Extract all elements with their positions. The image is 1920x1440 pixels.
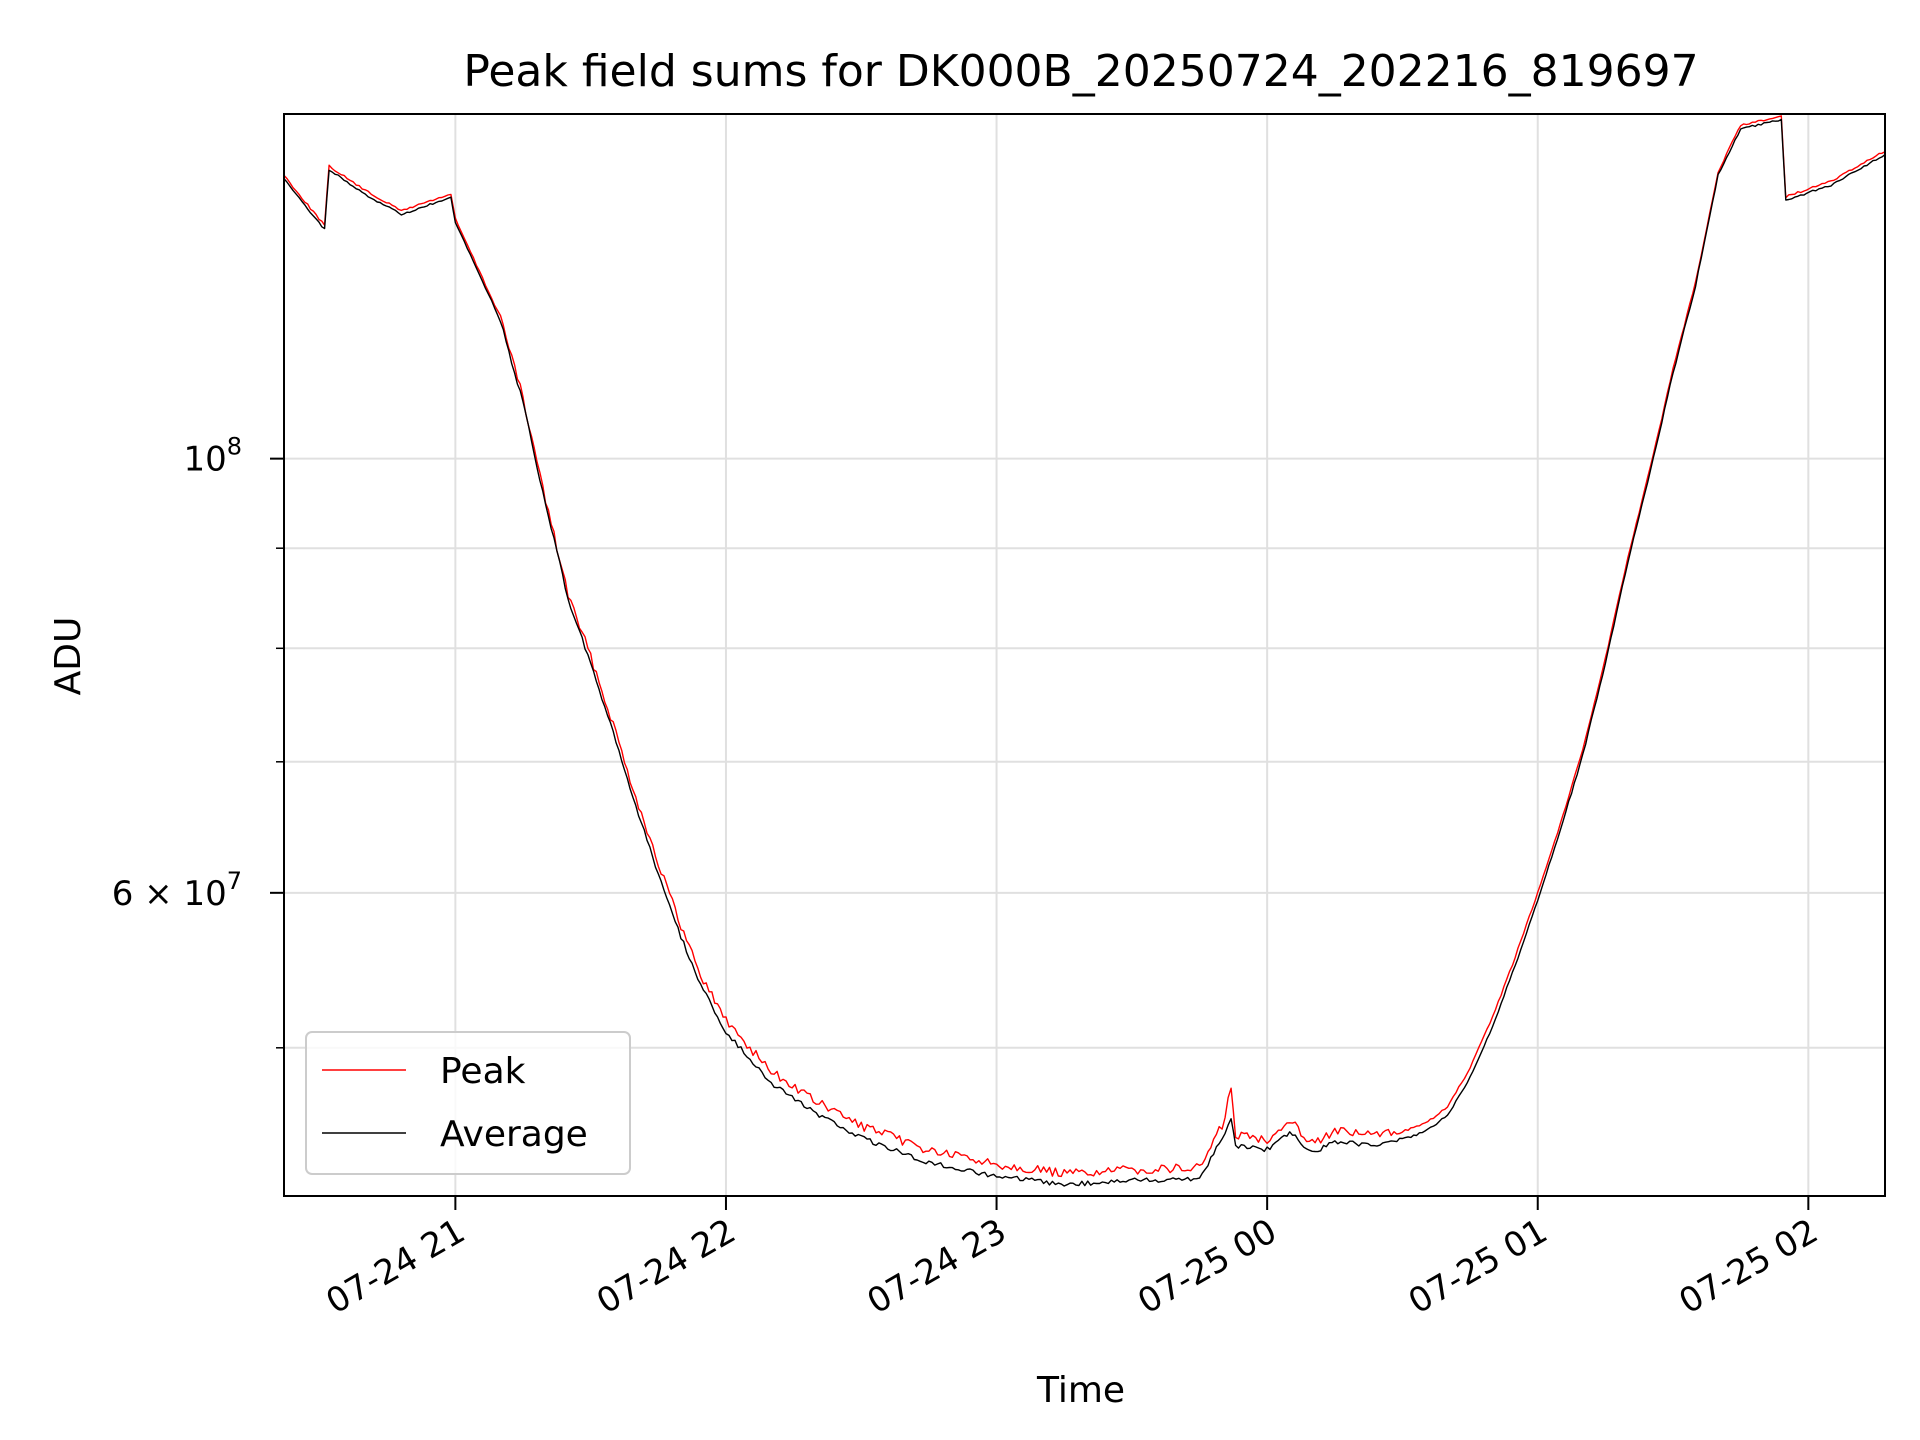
y-axis: 108 6 × 107 — [112, 433, 284, 1049]
x-tick-label: 07-25 01 — [1402, 1211, 1554, 1322]
y-tick-label-base: 6 × 10 — [112, 874, 227, 914]
x-tick-label: 07-25 00 — [1131, 1211, 1283, 1322]
chart-title: Peak field sums for DK000B_20250724_2022… — [463, 46, 1698, 97]
x-axis: 07-24 21 07-24 22 07-24 23 07-25 00 07-25 01… — [319, 1196, 1825, 1322]
plot-frame — [283, 113, 1886, 1197]
y-tick-label-exponent: 7 — [227, 867, 242, 895]
legend-label-average: Average — [440, 1114, 588, 1155]
series-line-average — [283, 118, 1886, 1187]
x-tick-label: 07-24 22 — [590, 1211, 742, 1322]
y-axis-title: ADU — [48, 617, 89, 696]
y-tick-label-exponent: 8 — [227, 433, 242, 461]
x-tick-label: 07-25 02 — [1672, 1211, 1824, 1322]
y-tick-label: 108 — [183, 433, 242, 480]
x-tick-label: 07-24 21 — [319, 1211, 471, 1322]
series-line-peak — [283, 115, 1886, 1178]
y-tick-label: 6 × 107 — [112, 867, 242, 914]
legend-label-peak: Peak — [440, 1051, 526, 1092]
x-tick-label: 07-24 23 — [861, 1211, 1013, 1322]
x-axis-title: Time — [1036, 1370, 1125, 1411]
series-layer — [283, 115, 1886, 1187]
y-tick-label-base: 10 — [183, 440, 226, 480]
legend-box — [305, 1031, 631, 1175]
legend: Peak Average — [305, 1031, 631, 1175]
